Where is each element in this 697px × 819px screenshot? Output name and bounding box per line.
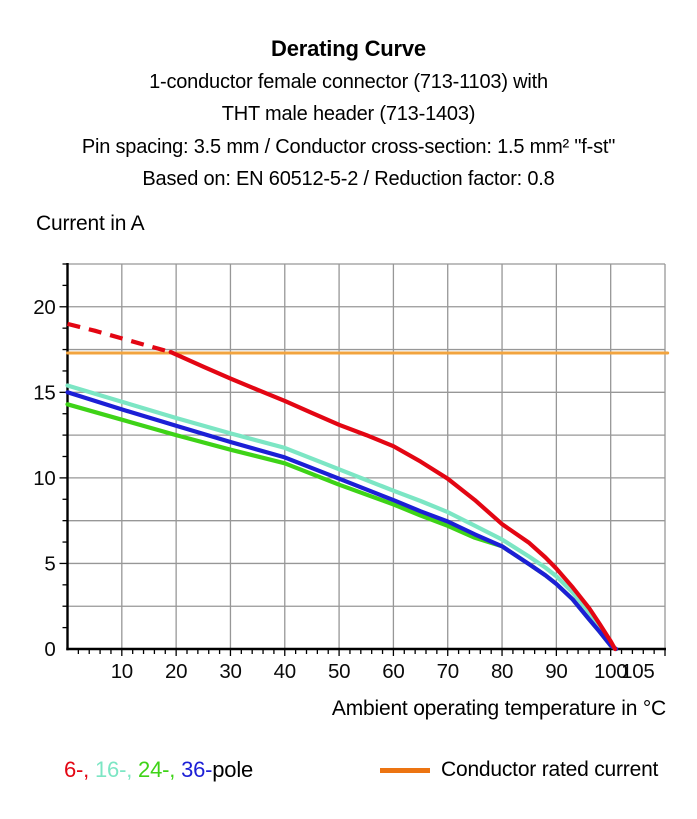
x-tick-label: 100 xyxy=(594,660,627,683)
curve-6-pole xyxy=(66,321,618,652)
y-tick-label: 10 xyxy=(33,467,55,490)
x-tick-label: 60 xyxy=(382,660,404,683)
rated-current-line-icon xyxy=(380,767,430,773)
legend-entry-16pole: 16-, xyxy=(95,757,139,782)
curve-segment xyxy=(65,390,619,652)
legend-entry-36pole: 36- xyxy=(181,757,213,782)
x-tick-label: 20 xyxy=(165,660,187,683)
subtitle-line-2: THT male header (713-1403) xyxy=(221,103,476,125)
x-tick-label: 70 xyxy=(437,660,459,683)
y-tick-label: 15 xyxy=(33,381,55,404)
curve-segment xyxy=(65,383,618,652)
legend-rated-current: Conductor rated current xyxy=(380,757,658,783)
legend-pole-suffix: pole xyxy=(212,757,254,782)
chart-title: Derating Curve xyxy=(271,36,426,61)
y-tick-label: 5 xyxy=(44,552,55,575)
legend-entry-6pole: 6-, xyxy=(64,757,95,782)
y-axis-title: Current in A xyxy=(36,212,145,235)
x-tick-label: 105 xyxy=(621,660,654,683)
x-tick-label: 90 xyxy=(545,660,567,683)
y-tick-label: 20 xyxy=(33,296,55,319)
subtitle-line-3: Pin spacing: 3.5 mm / Conductor cross-se… xyxy=(81,135,616,158)
subtitle-line-4: Based on: EN 60512-5-2 / Reduction facto… xyxy=(142,168,555,190)
rated-current-label: Conductor rated current xyxy=(441,758,659,781)
axis-ticks xyxy=(59,263,666,656)
x-tick-label: 10 xyxy=(111,660,133,683)
curve-16-pole xyxy=(65,383,618,652)
curve-segment xyxy=(168,350,618,652)
x-tick-label: 40 xyxy=(274,660,296,683)
curve-segment xyxy=(65,402,619,652)
x-tick-label: 80 xyxy=(491,660,513,683)
title-block: Derating Curve 1-conductor female connec… xyxy=(0,33,697,196)
x-tick-label: 30 xyxy=(219,660,241,683)
legend-pole-entries: 6-, 16-, 24-, 36-pole xyxy=(64,757,253,783)
x-tick-label: 50 xyxy=(328,660,350,683)
curve-36-pole xyxy=(65,390,619,652)
gridlines xyxy=(67,263,666,649)
legend-entry-24pole: 24-, xyxy=(138,757,182,782)
curve-24-pole xyxy=(65,402,619,652)
x-axis-title: Ambient operating temperature in °C xyxy=(331,697,666,720)
subtitle-line-1: 1-conductor female connector (713-1103) … xyxy=(149,70,548,93)
curve-segment-dashed xyxy=(66,321,172,355)
y-tick-label: 0 xyxy=(44,638,55,661)
